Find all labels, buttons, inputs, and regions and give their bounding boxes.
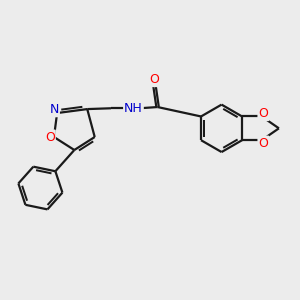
Text: NH: NH <box>124 102 143 115</box>
Text: N: N <box>50 103 59 116</box>
Text: O: O <box>45 130 55 143</box>
Text: O: O <box>258 136 268 149</box>
Text: O: O <box>258 107 268 120</box>
Text: O: O <box>149 73 159 86</box>
